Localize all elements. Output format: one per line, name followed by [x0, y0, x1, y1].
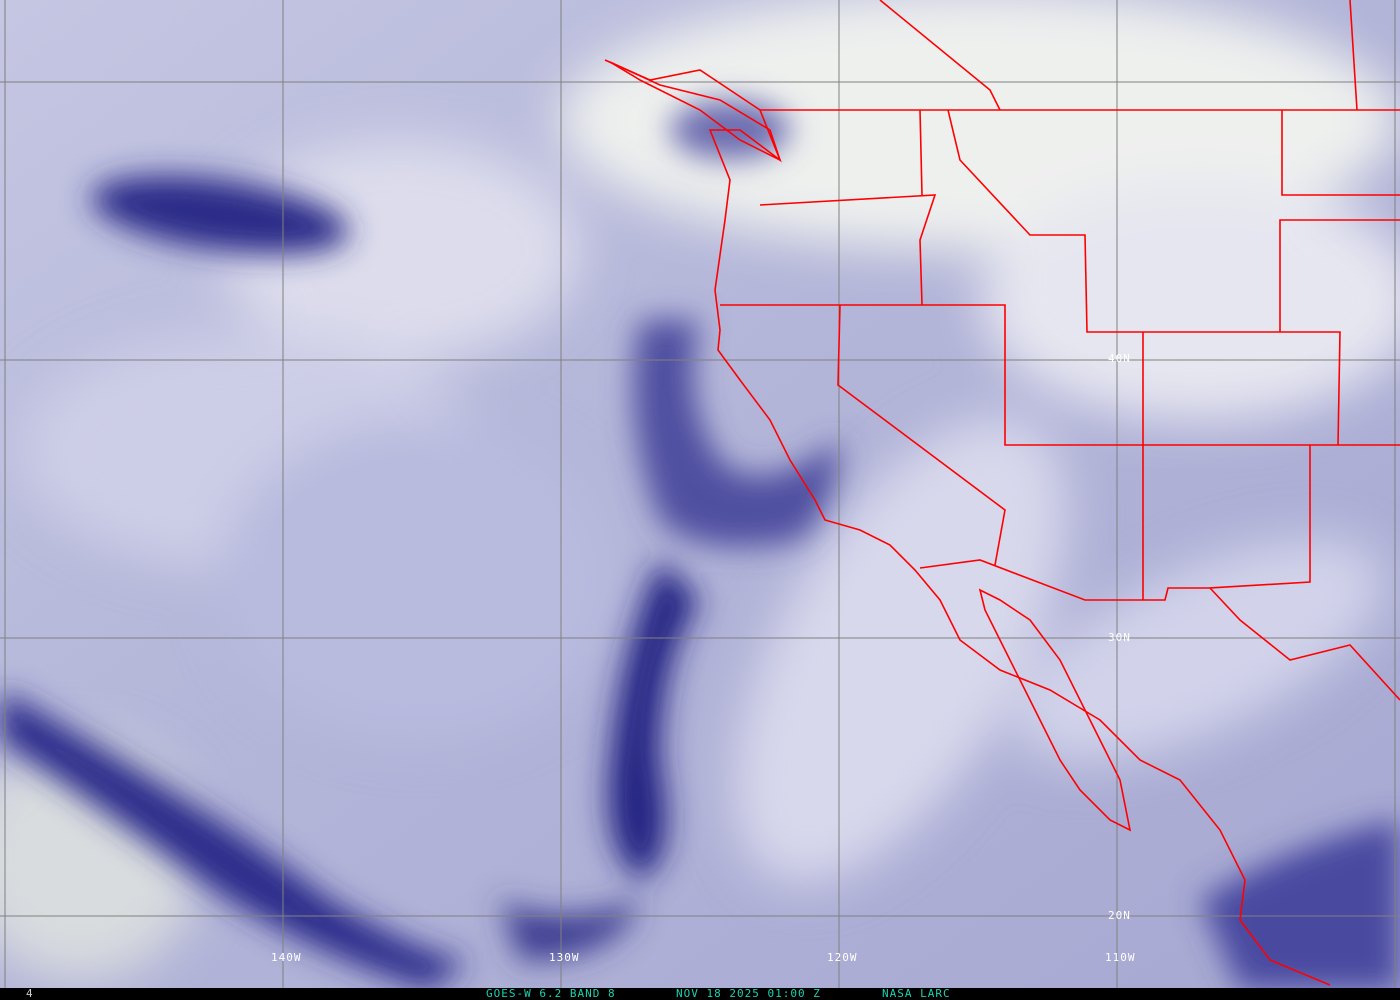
baja-peninsula [978, 588, 1132, 832]
frame-number: 4 [26, 987, 34, 1000]
credit: NASA LARC [882, 987, 951, 1000]
latitude-label-20n: 20N [1108, 909, 1131, 922]
image-caption-bar: 4 GOES-W 6.2 BAND 8 NOV 18 2025 01:00 Z … [0, 988, 1400, 1000]
satellite-band: GOES-W 6.2 BAND 8 [486, 987, 616, 1000]
vancouver-island [609, 61, 782, 162]
latitude-label-30n: 30N [1108, 631, 1131, 644]
state-lines [720, 0, 1400, 701]
latitude-label-40n: 40N [1108, 352, 1131, 365]
dry-bands [0, 100, 1400, 990]
timestamp: NOV 18 2025 01:00 Z [676, 987, 821, 1000]
longitude-label-130w: 130W [549, 951, 580, 964]
longitude-label-120w: 120W [827, 951, 858, 964]
longitude-label-110w: 110W [1105, 951, 1136, 964]
west-coastline [604, 59, 1331, 986]
longitude-label-140w: 140W [271, 951, 302, 964]
political-boundaries [604, 0, 1400, 986]
